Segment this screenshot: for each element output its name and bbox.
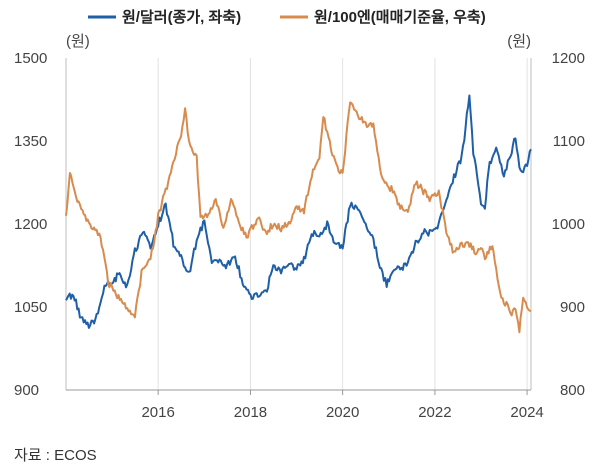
left-tick-label: 1050	[14, 299, 47, 316]
x-tick-label: 2016	[141, 404, 174, 421]
right-tick-label: 1200	[552, 50, 585, 67]
series-lines	[65, 94, 532, 334]
left-tick-label: 1350	[14, 133, 47, 150]
axes: 2016 2018 2020 2022 2024 900 1050 1200 1350 1500 8…	[14, 50, 585, 421]
legend-label: 원/달러(종가, 좌축)	[122, 8, 241, 26]
x-tick-label: 2024	[510, 404, 543, 421]
gridlines	[157, 58, 528, 390]
x-tick-label: 2020	[326, 404, 359, 421]
right-tick-label: 1100	[553, 133, 585, 150]
jpy100-krw-line	[65, 101, 532, 334]
right-tick-label: 1000	[552, 216, 585, 233]
left-tick-label: 900	[14, 382, 39, 399]
left-tick-label: 1500	[14, 50, 47, 67]
legend-label: 원/100엔(매매기준율, 우축)	[314, 9, 486, 26]
right-tick-label: 900	[560, 299, 585, 316]
right-tick-label: 800	[560, 382, 585, 399]
left-axis-unit: (원)	[66, 33, 90, 50]
x-tick-label: 2018	[234, 404, 267, 421]
right-axis-unit: (원)	[507, 33, 531, 50]
source-note: 자료 : ECOS	[14, 447, 97, 464]
legend: 원/달러(종가, 좌축) 원/100엔(매매기준율, 우축)	[88, 8, 486, 26]
left-tick-label: 1200	[14, 216, 47, 233]
usd-krw-line	[65, 94, 532, 329]
x-tick-label: 2022	[418, 404, 451, 421]
